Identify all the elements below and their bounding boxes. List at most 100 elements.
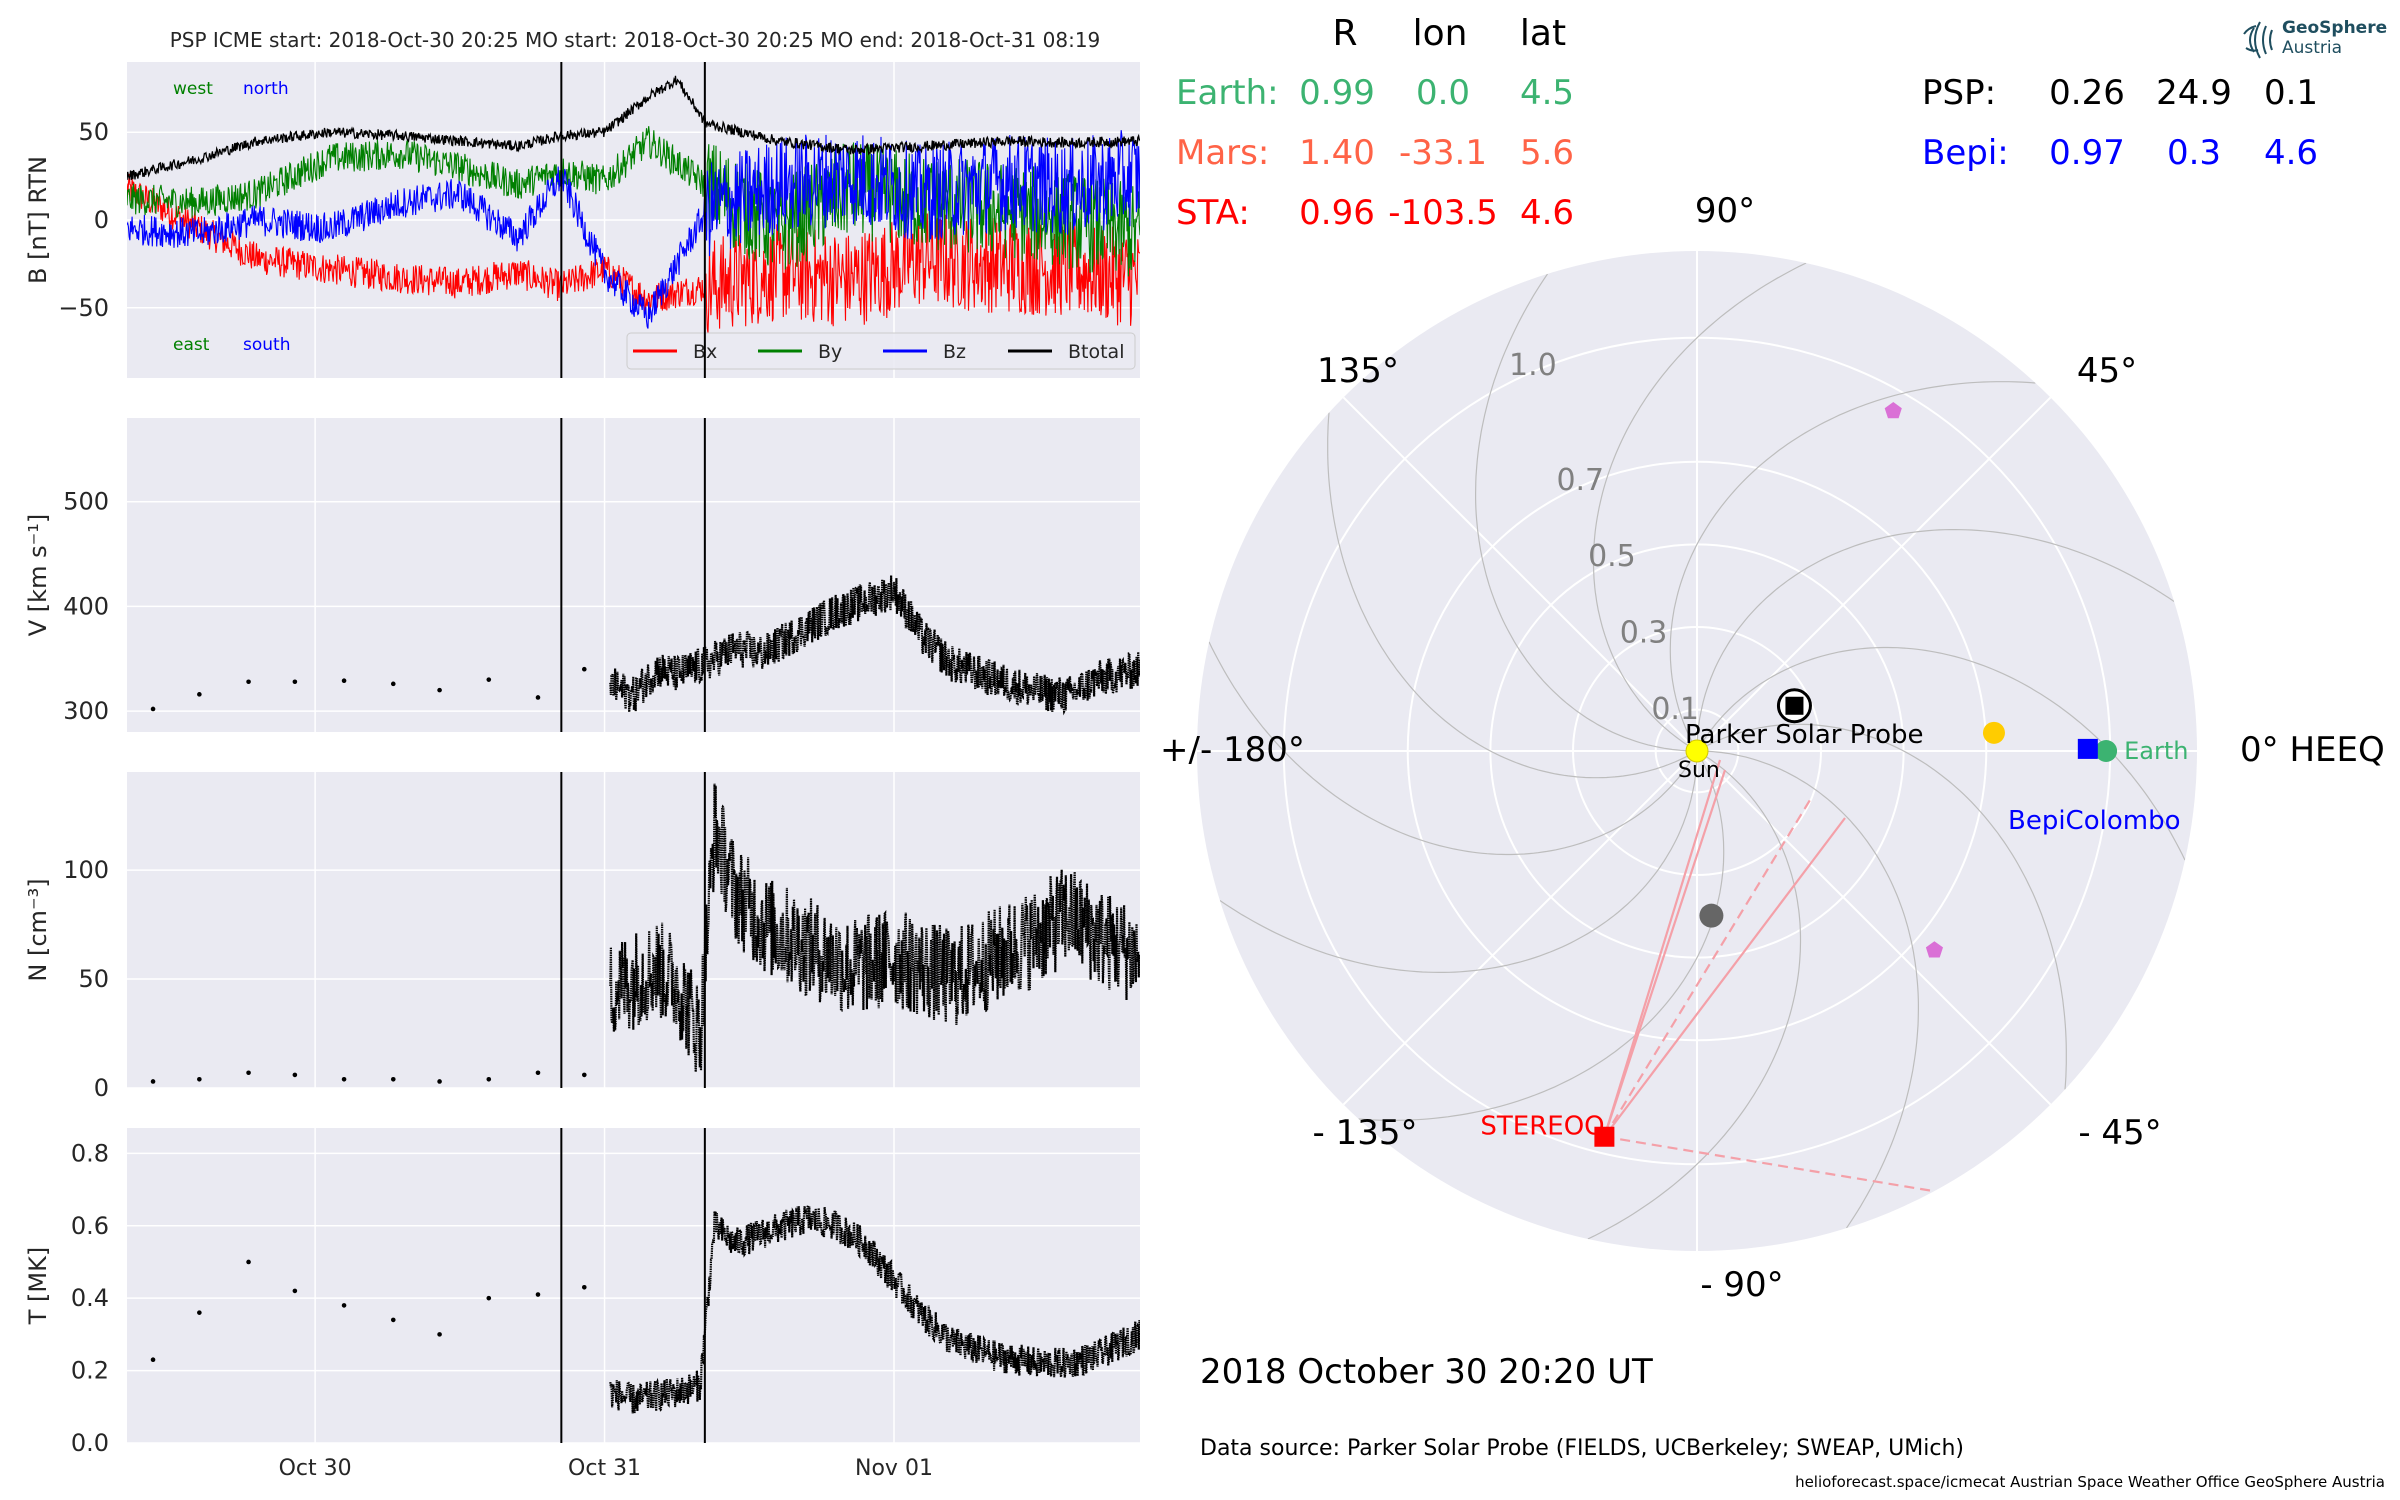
data-trace bbox=[609, 1205, 1140, 1414]
solar-orbiter-marker bbox=[1925, 941, 1943, 958]
table-row-lat: 0.1 bbox=[2264, 73, 2318, 113]
y-tick-label: 0.2 bbox=[71, 1357, 109, 1385]
table-row-lon: 24.9 bbox=[2156, 73, 2232, 113]
panel-data bbox=[150, 1205, 1140, 1414]
table-row-r: 0.99 bbox=[1299, 73, 1375, 113]
angular-grid-line bbox=[1696, 750, 2052, 1106]
bepi-label: BepiColombo bbox=[2008, 806, 2181, 836]
data-point bbox=[486, 677, 492, 682]
y-axis-label: T [MK] bbox=[24, 1247, 52, 1325]
y-tick-label: 0.6 bbox=[71, 1212, 109, 1240]
y-tick-label: −50 bbox=[58, 294, 109, 322]
label-south: south bbox=[243, 335, 290, 355]
data-point bbox=[581, 1072, 587, 1078]
timestamp: 2018 October 30 20:20 UT bbox=[1200, 1352, 1653, 1392]
y-tick-label: 0 bbox=[94, 206, 109, 234]
spiral-line bbox=[1358, 757, 1725, 1121]
table-row-lon: 0.3 bbox=[2167, 133, 2221, 173]
spiral-line bbox=[1669, 381, 2036, 745]
data-trace bbox=[609, 783, 1140, 1072]
radial-tick-label: 0.1 bbox=[1651, 692, 1699, 727]
angle-label: 0° HEEQ bbox=[2240, 730, 2385, 770]
radial-tick-label: 0.7 bbox=[1556, 463, 1604, 498]
angle-label: 135° bbox=[1317, 351, 1399, 391]
radial-tick-label: 1.0 bbox=[1509, 348, 1557, 383]
polar-orbit-plot: 0.1 0.3 0.5 0.7 1.0 90° 45° 0° HEEQ - 45° - 90° - … bbox=[1160, 191, 2385, 1305]
data-point bbox=[390, 1076, 396, 1082]
panel-speed: 300 400 500 V [km s⁻¹] bbox=[24, 418, 1140, 732]
legend: Bx By Bz Btotal bbox=[626, 332, 1136, 370]
label-west: west bbox=[173, 79, 213, 99]
data-point bbox=[581, 1285, 587, 1290]
y-tick-label: 100 bbox=[63, 856, 109, 884]
table-row-r: 0.97 bbox=[2049, 133, 2125, 173]
legend-label-by: By bbox=[818, 341, 842, 363]
y-tick-label: 500 bbox=[63, 488, 109, 516]
y-tick-label: 0.4 bbox=[71, 1284, 109, 1312]
table-row-r: 0.96 bbox=[1299, 193, 1375, 233]
data-point bbox=[390, 681, 396, 687]
angle-label: 45° bbox=[2077, 351, 2137, 391]
table-header-lon: lon bbox=[1413, 13, 1468, 54]
geosphere-logo: GeoSphere Austria bbox=[2243, 18, 2387, 59]
data-point bbox=[581, 666, 587, 672]
data-trace bbox=[609, 575, 1140, 716]
data-point bbox=[486, 1295, 492, 1301]
angle-label: - 135° bbox=[1313, 1113, 1418, 1153]
data-point bbox=[341, 1076, 347, 1082]
x-tick-label: Nov 01 bbox=[855, 1456, 933, 1481]
sun-label: Sun bbox=[1678, 758, 1720, 783]
data-point bbox=[246, 1259, 251, 1265]
solar-orbiter-marker bbox=[1884, 402, 1902, 419]
data-point bbox=[197, 1310, 202, 1315]
mercury-marker bbox=[1699, 903, 1724, 928]
legend-label-btotal: Btotal bbox=[1068, 341, 1124, 363]
psp-marker bbox=[1785, 696, 1804, 715]
table-row-lat: 4.6 bbox=[1520, 193, 1574, 233]
legend-box bbox=[626, 332, 1136, 370]
y-axis-label: V [km s⁻¹] bbox=[24, 514, 52, 636]
stereo-fov-lines bbox=[1603, 759, 1946, 1195]
data-point bbox=[390, 1317, 396, 1323]
table-row-name: Bepi: bbox=[1922, 133, 2009, 173]
data-point bbox=[246, 1070, 251, 1076]
data-point bbox=[150, 1079, 156, 1084]
spiral-line bbox=[1592, 262, 1807, 748]
credits: helioforecast.space/icmecat Austrian Spa… bbox=[1795, 1473, 2385, 1491]
panel-data bbox=[150, 783, 1140, 1084]
radial-tick-label: 0.3 bbox=[1620, 615, 1668, 650]
data-point bbox=[535, 695, 541, 700]
spiral-line bbox=[1208, 641, 1694, 856]
y-axis-label: B [nT] RTN bbox=[24, 156, 52, 284]
data-point bbox=[197, 692, 202, 697]
data-point bbox=[150, 706, 156, 712]
fov-line bbox=[1603, 769, 1727, 1138]
data-point bbox=[292, 1072, 298, 1078]
table-row-lat: 5.6 bbox=[1520, 133, 1574, 173]
label-east: east bbox=[173, 335, 210, 355]
stereo-marker bbox=[1594, 1126, 1615, 1147]
angular-grid-line bbox=[1342, 750, 1698, 1106]
angle-label: +/- 180° bbox=[1160, 730, 1305, 770]
data-point bbox=[341, 1303, 347, 1308]
x-tick-label: Oct 30 bbox=[279, 1456, 352, 1481]
table-row-name: Earth: bbox=[1176, 73, 1279, 113]
angle-label: - 90° bbox=[1700, 1265, 1783, 1305]
logo-text-1: GeoSphere bbox=[2282, 18, 2387, 38]
parker-spirals bbox=[1208, 262, 2186, 1240]
venus-marker bbox=[1982, 721, 2005, 744]
fov-line bbox=[1603, 759, 1722, 1138]
y-tick-label: 0.8 bbox=[71, 1139, 109, 1167]
geosphere-logo-mark bbox=[2243, 21, 2273, 59]
x-tick-label: Oct 31 bbox=[568, 1456, 641, 1481]
angle-label: 90° bbox=[1695, 191, 1755, 231]
data-point bbox=[197, 1076, 202, 1082]
bepi-marker bbox=[2077, 738, 2098, 759]
spiral-line bbox=[1703, 723, 2067, 1090]
y-tick-label: 0.0 bbox=[71, 1429, 109, 1457]
spiral-line bbox=[1705, 750, 1919, 1229]
